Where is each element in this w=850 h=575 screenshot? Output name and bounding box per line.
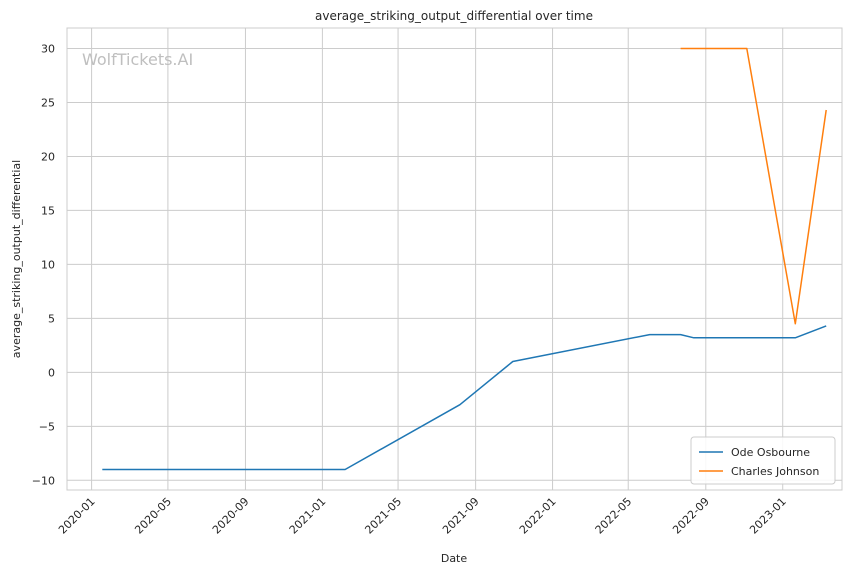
chart-title: average_striking_output_differential ove… (315, 9, 593, 23)
y-tick-label: 5 (48, 312, 55, 325)
grid (67, 28, 842, 490)
y-tick-label: 0 (48, 366, 55, 379)
series-lines (102, 47, 827, 471)
y-axis-label: average_striking_output_differential (10, 160, 23, 358)
series-line-ode-osbourne (102, 325, 827, 471)
legend-label-ode-osbourne: Ode Osbourne (731, 446, 810, 459)
axes-frame (66, 27, 843, 491)
y-tick-label: 25 (41, 96, 55, 109)
legend-box (690, 436, 836, 485)
watermark: WolfTickets.AI (82, 50, 193, 69)
x-axis-label: Date (441, 552, 468, 565)
y-tick-label: 10 (41, 258, 55, 271)
series-line-charles-johnson (680, 47, 827, 325)
legend-label-charles-johnson: Charles Johnson (731, 465, 819, 478)
y-tick-label: −5 (39, 420, 55, 433)
y-tick-label: 15 (41, 204, 55, 217)
y-tick-label: −10 (32, 474, 55, 487)
y-tick-label: 30 (41, 43, 55, 56)
y-tick-label: 20 (41, 150, 55, 163)
legend: Ode Osbourne Charles Johnson (690, 436, 836, 485)
